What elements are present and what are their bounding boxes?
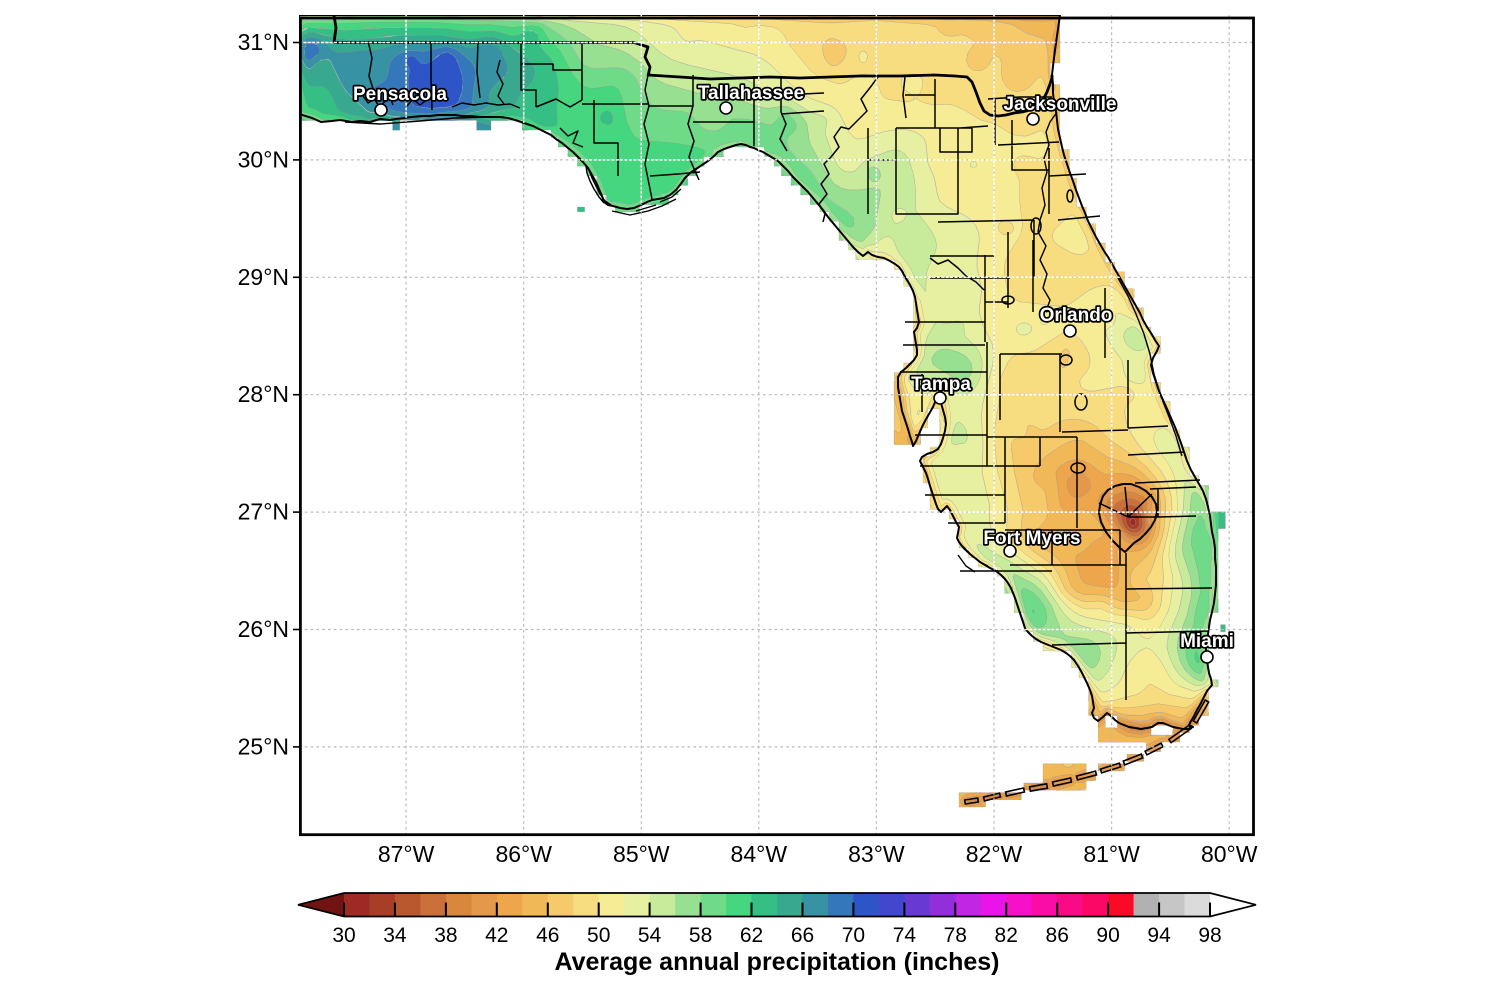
svg-text:42: 42: [485, 924, 508, 947]
svg-text:30: 30: [332, 924, 355, 947]
svg-text:80°W: 80°W: [1201, 841, 1258, 867]
svg-text:Orlando: Orlando: [1040, 305, 1113, 326]
svg-text:54: 54: [638, 924, 662, 947]
svg-text:38: 38: [434, 924, 457, 947]
svg-text:27°N: 27°N: [238, 499, 289, 525]
svg-text:85°W: 85°W: [613, 841, 670, 867]
svg-text:82: 82: [995, 924, 1018, 947]
svg-text:86: 86: [1046, 924, 1069, 947]
svg-text:46: 46: [536, 924, 559, 947]
svg-text:Jacksonville: Jacksonville: [1003, 94, 1116, 115]
svg-text:74: 74: [893, 924, 917, 947]
svg-text:58: 58: [689, 924, 712, 947]
svg-text:25°N: 25°N: [238, 733, 289, 759]
svg-text:94: 94: [1147, 924, 1171, 947]
svg-text:82°W: 82°W: [966, 841, 1023, 867]
svg-text:50: 50: [587, 924, 610, 947]
svg-text:Tallahassee: Tallahassee: [698, 83, 804, 104]
svg-text:34: 34: [383, 924, 407, 947]
svg-text:Fort Myers: Fort Myers: [983, 528, 1080, 549]
svg-text:81°W: 81°W: [1083, 841, 1140, 867]
svg-text:98: 98: [1198, 924, 1221, 947]
svg-text:62: 62: [740, 924, 763, 947]
svg-text:Pensacola: Pensacola: [353, 84, 447, 105]
svg-text:31°N: 31°N: [238, 29, 289, 55]
svg-text:66: 66: [791, 924, 814, 947]
svg-text:90: 90: [1096, 924, 1119, 947]
svg-text:86°W: 86°W: [495, 841, 552, 867]
svg-text:83°W: 83°W: [848, 841, 905, 867]
svg-text:28°N: 28°N: [238, 381, 289, 407]
svg-text:Tampa: Tampa: [911, 374, 971, 395]
svg-text:29°N: 29°N: [238, 264, 289, 290]
svg-text:87°W: 87°W: [378, 841, 435, 867]
svg-text:78: 78: [944, 924, 967, 947]
svg-text:Average annual precipitation (: Average annual precipitation (inches): [554, 948, 999, 976]
svg-text:30°N: 30°N: [238, 146, 289, 172]
svg-text:26°N: 26°N: [238, 616, 289, 642]
svg-text:84°W: 84°W: [731, 841, 788, 867]
svg-text:70: 70: [842, 924, 865, 947]
svg-text:Miami: Miami: [1180, 631, 1234, 652]
